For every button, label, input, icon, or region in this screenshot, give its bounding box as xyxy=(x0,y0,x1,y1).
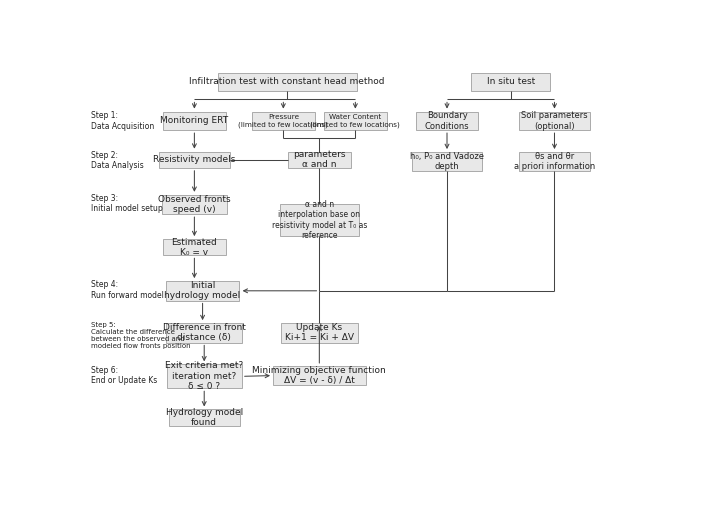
FancyBboxPatch shape xyxy=(169,410,239,426)
Text: Update Ks
Ki+1 = Ki + ΔV: Update Ks Ki+1 = Ki + ΔV xyxy=(285,323,354,342)
FancyBboxPatch shape xyxy=(162,195,227,214)
Text: Hydrology model
found: Hydrology model found xyxy=(165,408,243,427)
Text: Step 4:
Run forward model: Step 4: Run forward model xyxy=(91,280,163,299)
Text: Step 3:
Initial model setup: Step 3: Initial model setup xyxy=(91,193,163,213)
Text: Estimated
K₀ = v: Estimated K₀ = v xyxy=(172,237,218,257)
Text: Minimizing objective function
ΔV = (v - δ) / Δt: Minimizing objective function ΔV = (v - … xyxy=(253,366,386,385)
Text: Step 6:
End or Update Ks: Step 6: End or Update Ks xyxy=(91,366,157,385)
Text: parameters
α and n: parameters α and n xyxy=(293,150,346,170)
FancyBboxPatch shape xyxy=(167,364,242,388)
FancyBboxPatch shape xyxy=(279,205,359,235)
Text: Infiltration test with constant head method: Infiltration test with constant head met… xyxy=(189,77,385,86)
FancyBboxPatch shape xyxy=(471,73,551,91)
FancyBboxPatch shape xyxy=(163,112,226,130)
FancyBboxPatch shape xyxy=(324,112,386,130)
FancyBboxPatch shape xyxy=(159,152,230,168)
FancyBboxPatch shape xyxy=(163,239,226,256)
Text: α and n
interpolation base on
resistivity model at T₀ as
reference: α and n interpolation base on resistivit… xyxy=(272,200,367,240)
Text: Step 2:
Data Analysis: Step 2: Data Analysis xyxy=(91,151,144,170)
Text: Soil parameters
(optional): Soil parameters (optional) xyxy=(521,111,588,131)
FancyBboxPatch shape xyxy=(218,73,357,91)
Text: Exit criteria met?
iteration met?
δ ≤ 0 ?: Exit criteria met? iteration met? δ ≤ 0 … xyxy=(165,362,244,391)
FancyBboxPatch shape xyxy=(252,112,315,130)
Text: h₀, P₀ and Vadoze
depth: h₀, P₀ and Vadoze depth xyxy=(410,152,484,171)
FancyBboxPatch shape xyxy=(273,366,365,385)
Text: θs and θr
a priori information: θs and θr a priori information xyxy=(514,152,595,171)
FancyBboxPatch shape xyxy=(281,323,358,342)
FancyBboxPatch shape xyxy=(165,281,239,300)
FancyBboxPatch shape xyxy=(519,112,590,130)
Text: Step 1:
Data Acquisition: Step 1: Data Acquisition xyxy=(91,111,154,131)
Text: Resistivity models: Resistivity models xyxy=(153,155,236,164)
Text: Boundary
Conditions: Boundary Conditions xyxy=(425,111,470,131)
FancyBboxPatch shape xyxy=(166,323,242,342)
Text: Pressure
(limited to few locations): Pressure (limited to few locations) xyxy=(239,114,328,128)
FancyBboxPatch shape xyxy=(288,152,351,168)
Text: Monitoring ERT: Monitoring ERT xyxy=(161,116,229,125)
Text: Observed fronts
speed (v): Observed fronts speed (v) xyxy=(158,195,231,214)
Text: Initial
hydrology model: Initial hydrology model xyxy=(165,281,241,300)
FancyBboxPatch shape xyxy=(519,152,590,171)
Text: Difference in front
distance (δ): Difference in front distance (δ) xyxy=(163,323,246,342)
Text: In situ test: In situ test xyxy=(486,77,535,86)
FancyBboxPatch shape xyxy=(415,112,479,130)
Text: Step 5:
Calculate the difference
between the observed and
modeled flow fronts po: Step 5: Calculate the difference between… xyxy=(91,322,190,349)
Text: Water Content
(limited to few locations): Water Content (limited to few locations) xyxy=(310,114,400,128)
FancyBboxPatch shape xyxy=(412,152,482,171)
